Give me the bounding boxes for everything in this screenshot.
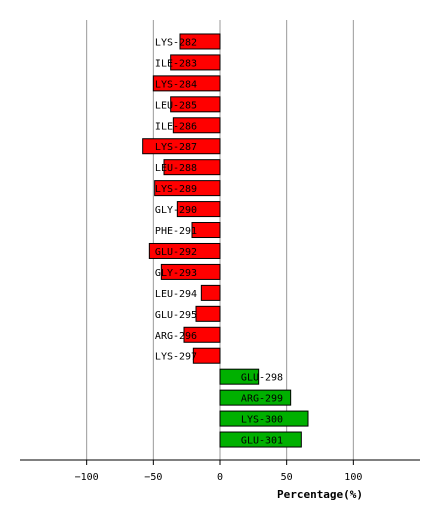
grid-lines bbox=[86, 20, 354, 460]
bar-lys-282 bbox=[179, 33, 221, 50]
bar-label: ARG-299 bbox=[241, 394, 283, 405]
x-tick-label: 100 bbox=[344, 472, 362, 483]
bar-leu-285 bbox=[170, 96, 221, 113]
bar-arg-296 bbox=[183, 326, 221, 343]
bar-label: ILE-286 bbox=[155, 121, 197, 132]
bar-label: GLY-293 bbox=[155, 268, 197, 279]
bar-glu-301 bbox=[219, 431, 302, 448]
bar-phe-291 bbox=[191, 222, 221, 239]
x-tick-label: 50 bbox=[281, 472, 293, 483]
bar-ile-283 bbox=[170, 54, 221, 71]
bar-label: GLU-298 bbox=[241, 373, 283, 384]
x-axis-title: Percentage(%) bbox=[277, 488, 363, 501]
bar-glu-295 bbox=[195, 305, 221, 322]
bar-label: LYS-300 bbox=[241, 415, 283, 426]
bar-label: LEU-285 bbox=[155, 100, 197, 111]
bar-labels: LYS-282 ILE-283 LYS-284 LEU-285 ILE-286 LYS-2… bbox=[155, 37, 283, 446]
bar-leu-288 bbox=[163, 159, 221, 176]
bar-label: GLU-292 bbox=[155, 247, 197, 258]
bar-label: LEU-294 bbox=[155, 289, 197, 300]
bar-lys-300 bbox=[219, 410, 309, 427]
bar-lys-287 bbox=[142, 138, 221, 155]
bar-label: LYS-284 bbox=[155, 79, 197, 90]
bar-label: PHE-291 bbox=[155, 226, 197, 237]
x-tick-label: 0 bbox=[217, 472, 223, 483]
bar-glu-298 bbox=[219, 368, 260, 385]
bar-gly-293 bbox=[160, 263, 221, 280]
bar-label: ARG-296 bbox=[155, 331, 197, 342]
bar-gly-290 bbox=[176, 201, 221, 218]
bars bbox=[142, 33, 309, 448]
bar-lys-297 bbox=[192, 347, 221, 364]
bar-leu-294 bbox=[200, 284, 221, 301]
bar-label: LYS-282 bbox=[155, 37, 197, 48]
x-tick-label: −50 bbox=[144, 472, 162, 483]
bar-label: LYS-287 bbox=[155, 142, 197, 153]
bar-ile-286 bbox=[172, 117, 221, 134]
bar-label: LYS-289 bbox=[155, 184, 197, 195]
bar-arg-299 bbox=[219, 389, 292, 406]
bar-glu-292 bbox=[148, 242, 221, 259]
bar-lys-289 bbox=[154, 180, 221, 197]
bar-label: ILE-283 bbox=[155, 58, 197, 69]
bar-label: GLU-301 bbox=[241, 436, 283, 447]
bar-label: LEU-288 bbox=[155, 163, 197, 174]
bar-label: GLU-295 bbox=[155, 310, 197, 321]
bar-label: LYS-297 bbox=[155, 352, 197, 363]
bar-label: GLY-290 bbox=[155, 205, 197, 216]
bar-lys-284 bbox=[152, 75, 221, 92]
x-tick-label: −100 bbox=[75, 472, 99, 483]
x-axis: −100 −50 0 50 100 bbox=[20, 459, 420, 483]
